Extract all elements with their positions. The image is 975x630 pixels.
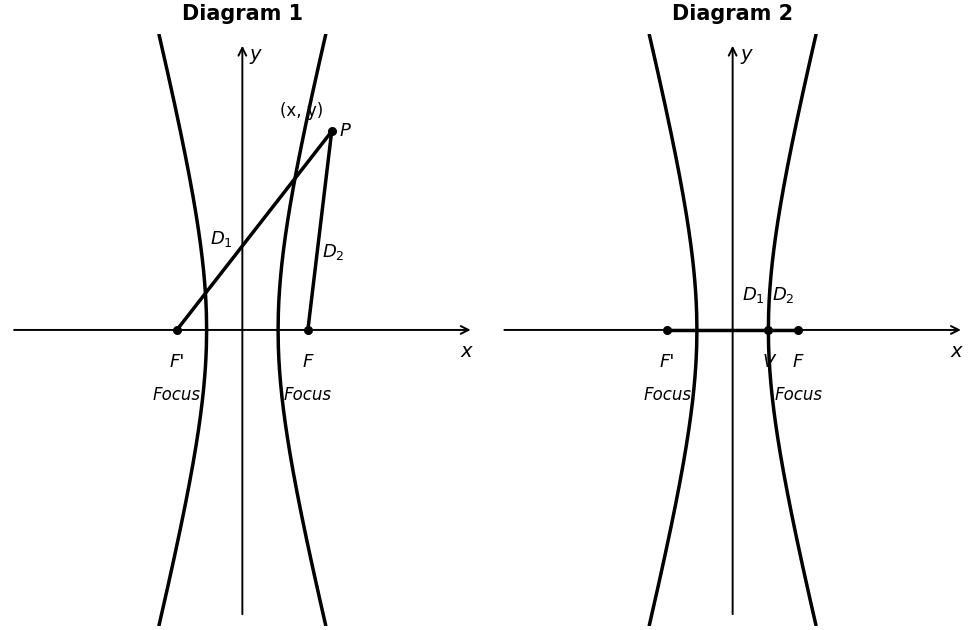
Text: P: P xyxy=(339,122,350,140)
Text: F': F' xyxy=(659,353,675,371)
Text: Focus: Focus xyxy=(153,386,201,404)
Text: $D_1$: $D_1$ xyxy=(210,229,232,249)
Title: Diagram 1: Diagram 1 xyxy=(181,4,303,24)
Title: Diagram 2: Diagram 2 xyxy=(672,4,794,24)
Text: x: x xyxy=(460,342,472,361)
Text: Focus: Focus xyxy=(774,386,822,404)
Text: F: F xyxy=(793,353,803,371)
Text: x: x xyxy=(951,342,962,361)
Text: y: y xyxy=(250,45,261,64)
Text: F': F' xyxy=(170,353,184,371)
Text: (x, y): (x, y) xyxy=(280,101,324,120)
Text: V: V xyxy=(762,353,774,371)
Text: Focus: Focus xyxy=(644,386,691,404)
Text: Focus: Focus xyxy=(284,386,332,404)
Text: $D_2$: $D_2$ xyxy=(772,285,795,305)
Text: $D_1$: $D_1$ xyxy=(742,285,764,305)
Text: y: y xyxy=(740,45,752,64)
Text: $D_2$: $D_2$ xyxy=(322,243,345,262)
Text: F: F xyxy=(302,353,313,371)
